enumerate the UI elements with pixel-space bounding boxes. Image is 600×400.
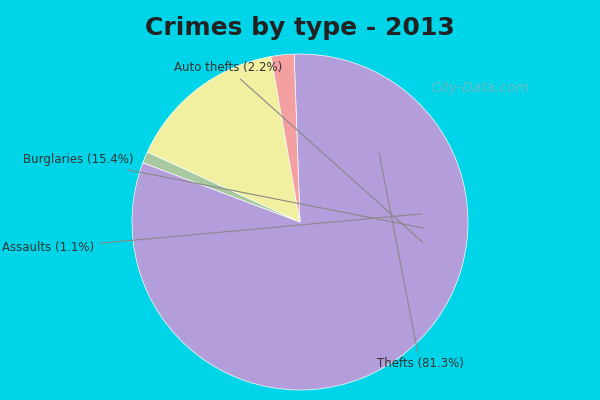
Text: Burglaries (15.4%): Burglaries (15.4%) bbox=[23, 154, 423, 228]
Wedge shape bbox=[271, 54, 300, 222]
Text: City-Data.com: City-Data.com bbox=[431, 81, 530, 95]
Text: Assaults (1.1%): Assaults (1.1%) bbox=[2, 214, 421, 254]
Wedge shape bbox=[132, 54, 468, 390]
Text: Thefts (81.3%): Thefts (81.3%) bbox=[377, 154, 463, 370]
Wedge shape bbox=[147, 56, 300, 222]
Text: Auto thefts (2.2%): Auto thefts (2.2%) bbox=[174, 62, 423, 243]
Wedge shape bbox=[143, 152, 300, 222]
Text: Crimes by type - 2013: Crimes by type - 2013 bbox=[145, 16, 455, 40]
